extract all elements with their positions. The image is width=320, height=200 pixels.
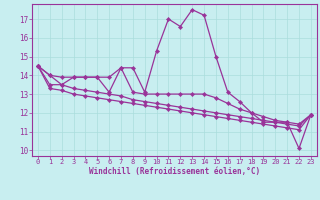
X-axis label: Windchill (Refroidissement éolien,°C): Windchill (Refroidissement éolien,°C) [89,167,260,176]
